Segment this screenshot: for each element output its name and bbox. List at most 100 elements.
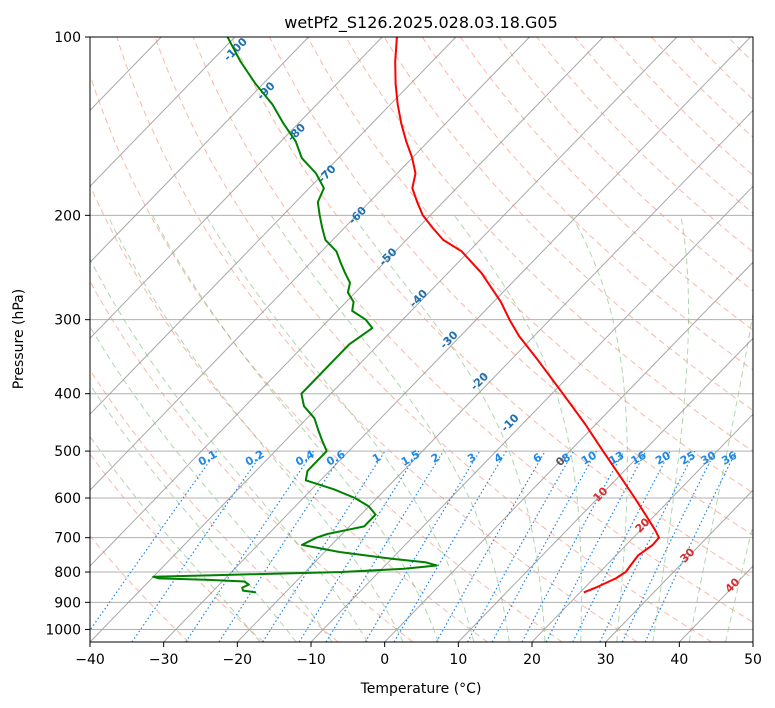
dry-adiabat-label: -70 (315, 162, 338, 185)
y-tick-label: 400 (54, 387, 81, 403)
x-axis-label: Temperature (°C) (360, 681, 482, 697)
dry-adiabat-line (90, 73, 563, 642)
dry-adiabat-line (307, 37, 753, 494)
x-tick-label: 10 (449, 652, 467, 668)
x-tick-label: 30 (597, 652, 615, 668)
y-axis-ticks: 100 200 300 400 500 600 700 800 900 1000 (45, 30, 90, 638)
mixing-ratio-line (644, 450, 737, 642)
x-tick-label: 40 (670, 652, 688, 668)
dewpoint-profile-line (152, 37, 438, 594)
temperature-profile-line (394, 37, 660, 594)
y-tick-label: 800 (54, 565, 81, 581)
isotherm-line (90, 37, 309, 263)
dry-adiabat-label: -50 (376, 245, 399, 268)
mixing-ratio-label: 6 (531, 450, 544, 465)
y-tick-label: 700 (54, 531, 81, 547)
moist-adiabat-line (571, 215, 628, 642)
isotherm-line (163, 37, 751, 642)
dry-adiabat-line (90, 453, 264, 642)
isotherm-line (531, 413, 753, 642)
dry-adiabat-label: -10 (498, 411, 521, 434)
mixing-ratio-line (185, 450, 314, 642)
y-tick-label: 200 (54, 208, 81, 224)
isotherm-line (752, 641, 753, 642)
y-tick-label: 500 (54, 444, 81, 460)
isoline-labels: 0.1 0.2 0.4 0.6 1 1.5 2 3 4 6 8 10 13 16 20 25 30 36-100-… (196, 35, 743, 596)
y-tick-label: 600 (54, 491, 81, 507)
moist-adiabat-line (151, 215, 439, 642)
y-tick-label: 1000 (45, 622, 81, 638)
isotherm-line (90, 37, 236, 188)
mixing-ratio-line (90, 450, 218, 632)
profile-series (152, 37, 660, 594)
isotherm-line (90, 37, 457, 415)
isotherm-line (90, 37, 530, 491)
isotherm-line (605, 489, 753, 642)
y-tick-label: 900 (54, 595, 81, 611)
dry-adiabat-line (766, 37, 775, 642)
dry-adiabat-line (536, 37, 753, 253)
chart-title: wetPf2_S126.2025.028.03.18.G05 (284, 13, 558, 33)
mixing-ratio-label: 3 (465, 451, 478, 466)
x-tick-label: 50 (744, 652, 762, 668)
isotherm-line (236, 109, 753, 642)
mixing-ratio-line (621, 450, 716, 642)
x-tick-label: −10 (296, 652, 326, 668)
isotherm-line (457, 337, 753, 642)
dry-adiabat-label: -100 (221, 35, 250, 64)
y-axis-label: Pressure (hPa) (11, 289, 27, 389)
moist-adiabat-line (90, 258, 369, 642)
dry-adiabat-line (498, 37, 753, 292)
moist-adiabat-line (352, 215, 546, 642)
x-axis-ticks: −40 −30 −20 −10 0 10 20 30 40 50 (75, 642, 762, 668)
y-tick-label: 100 (54, 30, 81, 46)
x-tick-label: 0 (380, 652, 389, 668)
moist-adiabat-line (90, 383, 297, 642)
x-tick-label: −40 (75, 652, 105, 668)
mixing-ratio-label: 1 (370, 451, 383, 466)
isotherm-line (90, 37, 678, 642)
mixing-ratio-line (491, 450, 597, 642)
mixing-ratio-line (131, 450, 265, 642)
mixing-ratio-line (521, 450, 625, 642)
mixing-ratio-line (545, 450, 647, 642)
dry-adiabat-line (650, 37, 753, 138)
dry-adiabat-label: -60 (346, 204, 369, 227)
moist-adiabat-line (205, 215, 475, 642)
y-tick-label: 300 (54, 313, 81, 329)
moist-adiabat-line (453, 215, 582, 642)
mixing-ratio-line (218, 450, 345, 642)
mixing-ratio-line (325, 450, 445, 642)
mixing-ratio-label: 2 (429, 451, 442, 466)
mixing-ratio-line (435, 450, 546, 642)
mixing-ratio-line (466, 450, 575, 642)
dry-adiabat-line (192, 37, 753, 623)
dry-adiabat-line (689, 37, 753, 101)
x-tick-label: −20 (223, 652, 253, 668)
moist-adiabat-line (90, 325, 333, 642)
isotherm-line (384, 261, 753, 642)
moist-adiabat-line (652, 215, 690, 642)
isotherm-line (90, 37, 604, 567)
mixing-ratio-line (599, 450, 696, 642)
moist-adiabat-label: 30 (678, 545, 698, 565)
moist-adiabat-line (270, 215, 510, 642)
mixing-ratio-line (364, 450, 481, 642)
mixing-ratio-line (572, 450, 671, 642)
dry-adiabat-line (90, 184, 488, 642)
x-tick-label: 20 (523, 652, 541, 668)
dry-adiabat-label: -20 (468, 370, 491, 393)
dry-adiabat-line (421, 37, 753, 371)
isotherm-line (310, 185, 753, 642)
x-tick-label: −30 (149, 652, 179, 668)
mixing-ratio-label: 4 (492, 450, 505, 465)
background-lines (90, 37, 775, 642)
isotherm-line (90, 37, 383, 339)
dry-adiabat-line (90, 535, 190, 642)
dry-adiabat-line (90, 369, 339, 642)
dry-adiabat-line (116, 37, 638, 642)
dry-adiabat-line (90, 280, 414, 642)
dry-adiabat-label: -90 (254, 79, 277, 102)
